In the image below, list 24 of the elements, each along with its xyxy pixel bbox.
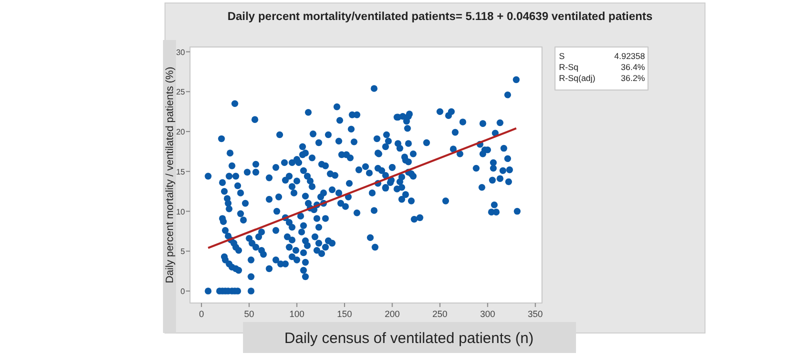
text: 4.92358 <box>614 51 646 61</box>
text: R-Sq(adj) <box>559 73 596 83</box>
text: 36.2% <box>620 73 646 83</box>
x-tick-label: 100 <box>289 309 304 319</box>
y-tick-label: 10 <box>176 207 186 216</box>
x-tick-label: 350 <box>528 309 543 319</box>
y-tick-label: 25 <box>176 88 186 97</box>
x-tick-label: 250 <box>432 309 448 319</box>
text: 36.4% <box>620 62 646 72</box>
x-tick-label: 200 <box>384 309 400 319</box>
x-tick-label: 150 <box>337 309 352 319</box>
y-tick-label: 20 <box>176 128 186 137</box>
x-tick-label: 0 <box>198 309 204 319</box>
y-tick-label: 0 <box>180 287 186 296</box>
y-tick-label: 30 <box>176 48 186 57</box>
text: S <box>559 51 565 61</box>
chart-title: Daily percent mortality/ventilated patients= 5.118 + 0.04639 ventilated patients <box>227 11 653 23</box>
y-tick-label: 15 <box>176 167 186 176</box>
x-tick-label: 50 <box>244 309 254 319</box>
y-tick-label: 5 <box>180 247 186 256</box>
x-tick-label: 300 <box>480 309 496 319</box>
y-axis-title: Daily percent mortality / ventilated patients (%) <box>164 66 176 284</box>
text: R-Sq <box>559 62 579 72</box>
x-axis-title: Daily census of ventilated patients (n) <box>284 330 534 347</box>
